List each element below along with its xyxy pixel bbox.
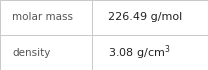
Text: 226.49 g/mol: 226.49 g/mol — [108, 13, 182, 22]
Text: 3.08 g/cm$^3$: 3.08 g/cm$^3$ — [108, 43, 171, 62]
Text: density: density — [12, 48, 51, 57]
Text: molar mass: molar mass — [12, 13, 73, 22]
